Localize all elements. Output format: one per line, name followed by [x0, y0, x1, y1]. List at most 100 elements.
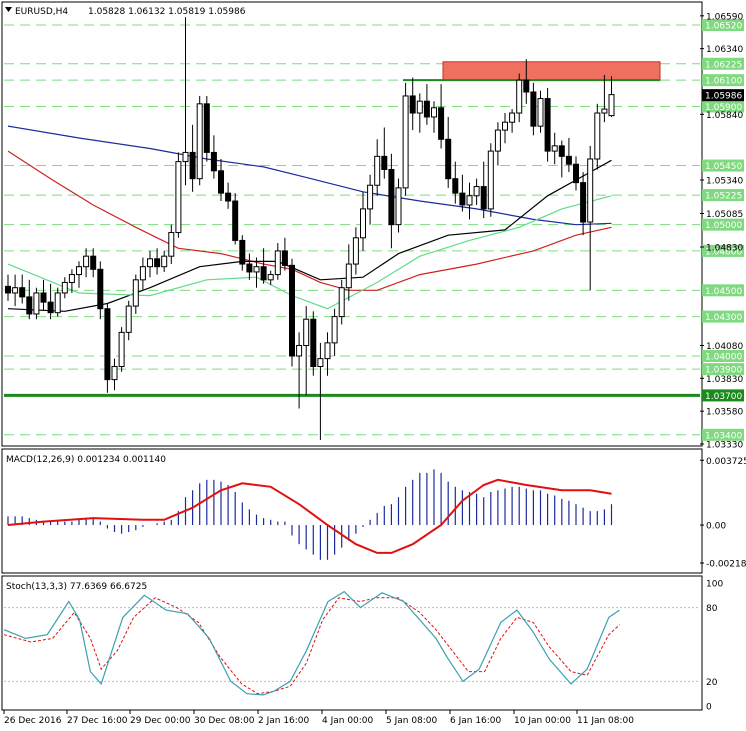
- level-price-label: 1.05900: [705, 103, 742, 113]
- candle-body: [175, 161, 182, 234]
- level-price-label: 1.03900: [705, 366, 742, 376]
- price-tick-label: 1.06590: [706, 12, 743, 22]
- stoch-panel[interactable]: [1, 575, 703, 711]
- candle-body: [196, 103, 203, 180]
- time-tick-label: 11 Jan 08:00: [577, 716, 634, 726]
- candle-body: [260, 266, 267, 281]
- candle-body: [40, 292, 47, 303]
- price-tick-label: 1.03330: [706, 441, 743, 451]
- candle-body: [111, 366, 118, 381]
- macd-axis-label: 0.003725: [706, 457, 746, 467]
- level-price-tag: [702, 284, 744, 297]
- candle-body: [239, 239, 246, 265]
- candle-body: [281, 250, 288, 266]
- candle-body: [267, 274, 274, 281]
- level-price-label: 1.04800: [705, 247, 742, 257]
- candle-body: [97, 268, 104, 310]
- current-price-label: 1.05986: [705, 92, 742, 102]
- candle-body: [125, 305, 132, 333]
- candle-body: [296, 344, 303, 357]
- time-tick-label: 10 Jan 00:00: [514, 716, 571, 726]
- macd-signal-line: [7, 478, 612, 554]
- time-tick-label: 4 Jan 00:00: [322, 716, 374, 726]
- stoch-axis-label: 20: [706, 678, 718, 688]
- candle-body: [409, 95, 416, 114]
- price-tick-label: 1.05340: [706, 177, 743, 187]
- macd-indicator: 0.003725 0.00 -0.002184: [7, 457, 746, 570]
- candle-body: [26, 296, 33, 315]
- price-axis: 1.06590 1.06340 1.05840 1.05340 1.05085 1.048…: [700, 12, 744, 451]
- ohlc-values: 1.05828 1.06132 1.05819 1.05986: [88, 7, 246, 17]
- candle-body: [601, 108, 608, 114]
- ma-green-line: [7, 195, 612, 310]
- level-price-label: 1.04300: [705, 313, 742, 323]
- candle-body: [225, 192, 232, 202]
- collapse-triangle-icon[interactable]: [5, 7, 12, 12]
- candle-body: [416, 100, 423, 114]
- time-tick-label: 6 Jan 16:00: [450, 716, 502, 726]
- candle-body: [232, 200, 239, 241]
- level-price-tag: [702, 310, 744, 323]
- candle-body: [565, 155, 572, 165]
- macd-panel[interactable]: [1, 448, 703, 574]
- level-price-tag: [702, 74, 744, 87]
- symbol-timeframe: EURUSD,H4: [15, 7, 68, 17]
- stoch-axis-label: 0: [706, 703, 712, 713]
- candle-body: [246, 263, 253, 273]
- level-price-label: 1.04500: [705, 287, 742, 297]
- candle-body: [289, 264, 295, 357]
- stoch-main-line: [3, 590, 620, 696]
- level-price-label: 1.06225: [705, 60, 742, 70]
- resistance-rect[interactable]: [442, 61, 661, 81]
- candle-body: [104, 308, 111, 381]
- candle-body: [523, 79, 530, 93]
- candle-body: [303, 318, 310, 346]
- level-price-label: 1.05225: [705, 192, 742, 202]
- support-price-label: 1.03700: [705, 392, 742, 402]
- candle-body: [502, 121, 508, 131]
- candle-body: [558, 145, 565, 157]
- candle-body: [68, 274, 75, 283]
- candlesticks: [5, 17, 615, 441]
- candle-body: [473, 186, 480, 197]
- ma-blue-line: [7, 125, 612, 226]
- candle-body: [310, 318, 317, 368]
- candle-body: [608, 94, 615, 117]
- candle-body: [90, 255, 97, 270]
- level-price-tag: [702, 57, 744, 70]
- candle-body: [423, 100, 430, 118]
- candle-body: [253, 266, 260, 273]
- ma-red-line: [7, 150, 612, 291]
- level-price-tag: [702, 189, 744, 202]
- macd-axis-label: 0.00: [706, 522, 726, 532]
- candle-body: [154, 258, 161, 268]
- candle-body: [210, 151, 217, 172]
- resistance-zone[interactable]: [403, 61, 661, 82]
- candle-body: [12, 287, 19, 294]
- candle-body: [147, 258, 153, 268]
- time-tick-label: 5 Jan 08:00: [386, 716, 438, 726]
- time-tick-label: 26 Dec 2016: [4, 716, 62, 726]
- level-price-label: 1.06100: [705, 77, 742, 87]
- stoch-axis-label: 100: [706, 580, 723, 590]
- level-price-label: 1.06520: [705, 22, 742, 32]
- candle-body: [189, 151, 196, 180]
- candle-body: [381, 155, 388, 170]
- candle-body: [530, 91, 537, 127]
- candle-body: [61, 281, 68, 294]
- candle-body: [402, 95, 409, 189]
- candle-body: [83, 255, 90, 268]
- candle-body: [360, 208, 366, 239]
- time-tick-label: 30 Dec 08:00: [194, 716, 255, 726]
- candle-body: [317, 358, 324, 368]
- price-tick-label: 1.06340: [706, 45, 743, 55]
- candle-body: [487, 150, 494, 210]
- candle-body: [352, 237, 359, 265]
- candle-body: [218, 170, 224, 194]
- candle-body: [203, 103, 210, 153]
- price-tick-label: 1.05085: [706, 210, 743, 220]
- candle-body: [388, 168, 395, 226]
- candle-body: [431, 107, 437, 118]
- candle-body: [132, 279, 139, 307]
